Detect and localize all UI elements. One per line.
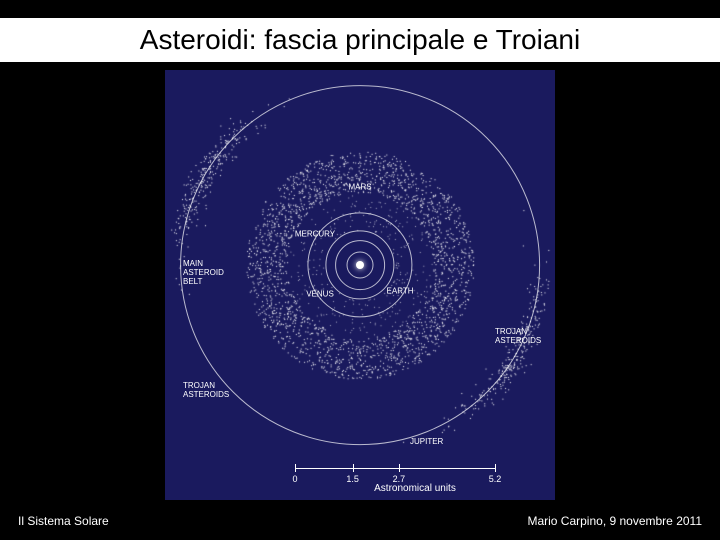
scale-title: Astronomical units: [295, 483, 535, 494]
label-mars: MARS: [348, 184, 371, 193]
scale-tick-2.7: 2.7: [393, 474, 406, 484]
scale-tick-5.2: 5.2: [489, 474, 502, 484]
footer-left: Il Sistema Solare: [18, 514, 109, 528]
footer-right: Mario Carpino, 9 novembre 2011: [527, 514, 702, 528]
scale-bar: 0 1.5 2.7 5.2 Astronomical units: [295, 468, 535, 494]
label-trojans_left: TROJANASTEROIDS: [183, 382, 229, 400]
label-main_belt: MAINASTEROIDBELT: [183, 260, 224, 286]
label-venus: VENUS: [306, 291, 334, 300]
slide-title: Asteroidi: fascia principale e Troiani: [0, 18, 720, 62]
label-trojans_right: TROJANASTEROIDS: [495, 328, 541, 346]
label-jupiter: JUPITER: [410, 438, 443, 447]
scale-tick-1.5: 1.5: [346, 474, 359, 484]
asteroid-diagram: MARS MERCURY VENUS EARTH JUPITER MAINASTEROID…: [165, 70, 555, 500]
label-earth: EARTH: [387, 288, 414, 297]
label-mercury: MERCURY: [295, 231, 335, 240]
sun: [356, 261, 364, 269]
scale-tick-0: 0: [292, 474, 297, 484]
